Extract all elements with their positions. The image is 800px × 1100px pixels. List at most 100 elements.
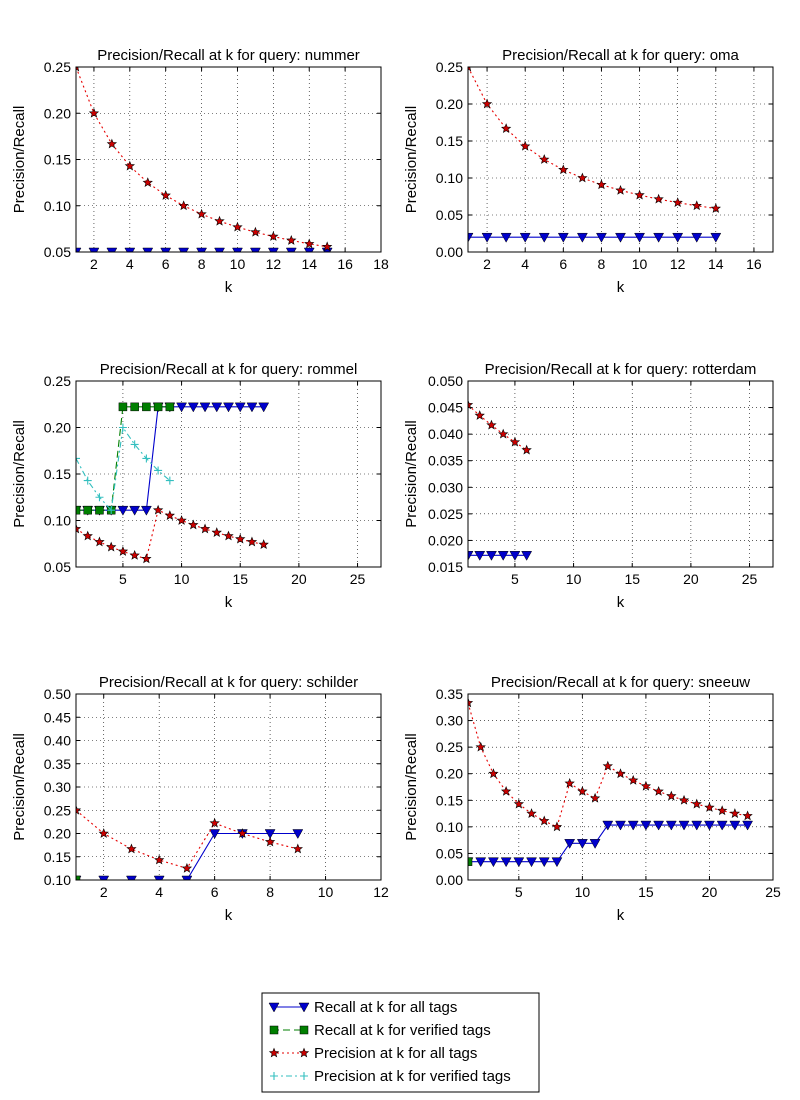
data-point (704, 802, 715, 812)
series (468, 551, 533, 561)
y-tick-label: 0.50 (44, 686, 71, 702)
x-tick-label: 8 (266, 884, 274, 900)
x-tick-label: 4 (155, 884, 163, 900)
legend-marker (270, 1072, 278, 1080)
x-tick-label: 10 (230, 256, 246, 272)
data-point (76, 523, 82, 534)
x-tick-label: 8 (198, 256, 206, 272)
data-point (126, 843, 137, 854)
data-point (258, 539, 269, 549)
data-point (249, 247, 261, 252)
y-tick-label: 0.40 (44, 733, 71, 749)
legend-entry: Recall at k for verified tags (269, 1022, 491, 1039)
data-point (264, 829, 276, 840)
y-tick-label: 0.10 (436, 819, 463, 835)
series (468, 399, 532, 455)
data-point (196, 208, 207, 219)
legend-marker (298, 1002, 310, 1013)
y-axis-label: Precision/Recall (11, 106, 28, 214)
y-tick-label: 0.25 (44, 59, 71, 75)
data-point (557, 232, 569, 243)
data-point (223, 402, 234, 413)
data-point (153, 402, 163, 412)
x-tick-label: 5 (515, 884, 523, 900)
data-point (235, 533, 246, 544)
data-point (640, 780, 652, 791)
chart-title: Precision/Recall at k for query: schilde… (99, 674, 358, 691)
data-point (691, 200, 702, 211)
x-axis-label: k (617, 279, 625, 296)
x-tick-label: 25 (765, 884, 781, 900)
series-area (76, 67, 333, 252)
series (76, 504, 269, 564)
data-point (498, 428, 509, 439)
y-tick-label: 0.20 (44, 826, 71, 842)
data-point (258, 402, 270, 413)
data-point (199, 523, 211, 534)
y-tick-label: 0.20 (44, 420, 71, 436)
series-line (76, 406, 170, 511)
subplot-2: 2 4 6 8 10 12 14 16 0.00 0.05 0.10 0.15 0.20 0.25 Prec… (403, 47, 774, 296)
data-point (237, 828, 248, 838)
x-tick-label: 16 (337, 256, 353, 272)
series-line (76, 832, 298, 880)
data-point (538, 857, 550, 868)
series-line (468, 404, 527, 451)
y-tick-label: 0.25 (44, 373, 71, 389)
legend-label: Precision at k for all tags (314, 1045, 477, 1062)
y-tick-label: 0.10 (44, 513, 71, 529)
x-tick-label: 4 (521, 256, 529, 272)
data-point (589, 792, 601, 803)
x-tick-label: 16 (746, 256, 762, 272)
y-tick-label: 0.00 (436, 244, 463, 260)
data-point (468, 551, 474, 561)
data-point (130, 402, 139, 412)
data-point (653, 785, 664, 796)
data-point (250, 226, 261, 237)
data-point (118, 402, 128, 412)
grid (76, 693, 382, 881)
data-point (246, 402, 258, 413)
data-point (196, 247, 208, 252)
series-area (76, 804, 304, 880)
data-point (634, 232, 645, 243)
data-point (268, 231, 279, 241)
data-point (551, 821, 563, 832)
data-point (634, 189, 645, 200)
data-point (98, 828, 109, 838)
data-point (106, 541, 117, 552)
x-tick-label: 15 (624, 571, 640, 587)
x-tick-label: 8 (598, 256, 606, 272)
series-line (468, 67, 716, 210)
data-point (76, 247, 82, 252)
y-tick-label: 0.20 (44, 105, 71, 121)
data-point (551, 857, 563, 868)
data-point (513, 857, 525, 868)
y-tick-label: 0.015 (428, 559, 463, 575)
data-point (615, 768, 626, 779)
data-point (539, 154, 550, 164)
series (468, 232, 722, 243)
data-point (564, 839, 576, 849)
series-line (468, 702, 748, 828)
data-point (106, 138, 118, 149)
data-point (487, 857, 499, 868)
x-tick-label: 12 (670, 256, 686, 272)
x-tick-label: 4 (126, 256, 134, 272)
data-point (615, 184, 626, 195)
data-point (211, 527, 222, 537)
data-point (717, 805, 728, 816)
series (468, 820, 754, 868)
x-tick-label: 15 (638, 884, 654, 900)
data-point (98, 875, 110, 880)
x-tick-label: 10 (318, 884, 334, 900)
data-point (481, 98, 493, 109)
data-point (214, 215, 225, 226)
data-point (264, 836, 276, 847)
data-point (710, 203, 721, 213)
series (468, 67, 721, 213)
y-tick-label: 0.05 (44, 559, 71, 575)
legend-label: Precision at k for verified tags (314, 1068, 511, 1085)
y-tick-label: 0.05 (44, 244, 71, 260)
